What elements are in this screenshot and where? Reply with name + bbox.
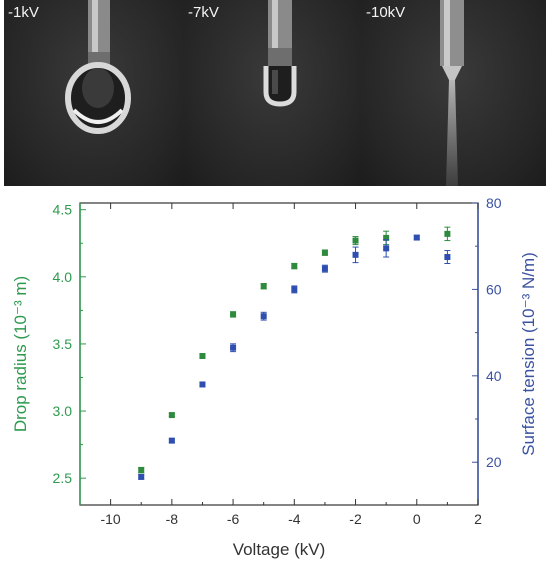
photo-panel-7kv: -7kV xyxy=(184,0,362,186)
left-y-axis-title: Drop radius (10⁻³ m) xyxy=(11,276,30,432)
axis-ticks: -10 -8 -6 -4 -2 0 2 2.5 3.0 3.5 4.0 4.5 20 40 60 80 xyxy=(53,195,502,527)
left-y-tick-label: 3.0 xyxy=(53,403,73,419)
drop-radius-point xyxy=(444,230,451,237)
right-y-tick-label: 20 xyxy=(486,454,502,470)
surface-tension-point xyxy=(352,251,359,258)
drop-radius-point xyxy=(352,237,359,244)
photo-label-7kv: -7kV xyxy=(188,4,219,21)
left-y-tick-label: 2.5 xyxy=(53,470,73,486)
drop-radius-point xyxy=(321,249,328,256)
x-tick-label: -6 xyxy=(227,511,240,527)
x-tick-label: -10 xyxy=(100,511,120,527)
photo-panel-10kv: -10kV xyxy=(362,0,546,186)
left-y-tick-label: 3.5 xyxy=(53,336,73,352)
jet-image xyxy=(440,0,464,186)
drop-photo-strip: -1kV -7kV -10kV xyxy=(4,0,546,186)
surface-tension-point xyxy=(138,473,145,480)
photo-label-10kv: -10kV xyxy=(366,4,406,21)
elongated-drop-image xyxy=(263,0,297,107)
drop-radius-point xyxy=(199,353,206,360)
plot-frame xyxy=(79,202,479,506)
surface-tension-point xyxy=(168,437,175,444)
right-y-axis-title: Surface tension (10⁻³ N/m) xyxy=(519,252,538,456)
x-tick-label: -8 xyxy=(166,511,179,527)
surface-tension-point xyxy=(291,286,298,293)
plot-area-border xyxy=(79,202,479,506)
drop-radius-point xyxy=(260,283,267,290)
right-y-tick-label: 40 xyxy=(486,368,502,384)
drop-radius-point xyxy=(383,234,390,241)
drop-radius-point xyxy=(138,467,145,474)
drop-radius-point xyxy=(230,311,237,318)
radius-tension-chart: -10 -8 -6 -4 -2 0 2 2.5 3.0 3.5 4.0 4.5 20 40 60 80 Vol… xyxy=(11,195,538,559)
drop-radius-point xyxy=(168,412,175,419)
surface-tension-point xyxy=(413,234,420,241)
surface-tension-point xyxy=(321,265,328,272)
x-tick-label: -2 xyxy=(349,511,362,527)
right-y-tick-label: 60 xyxy=(486,281,502,297)
surface-tension-point xyxy=(383,245,390,252)
surface-tension-point xyxy=(230,344,237,351)
data-marks xyxy=(138,226,451,480)
photo-label-1kv: -1kV xyxy=(8,4,39,21)
left-y-tick-label: 4.5 xyxy=(53,202,73,218)
x-tick-label: -4 xyxy=(288,511,301,527)
photo-panel-1kv: -1kV xyxy=(4,0,184,186)
pendant-drop-image xyxy=(65,0,131,134)
x-axis-title: Voltage (kV) xyxy=(233,540,326,559)
x-tick-label: 2 xyxy=(474,511,482,527)
left-y-tick-label: 4.0 xyxy=(53,269,73,285)
x-tick-label: 0 xyxy=(413,511,421,527)
surface-tension-point xyxy=(199,381,206,388)
surface-tension-point xyxy=(444,254,451,261)
surface-tension-point xyxy=(260,313,267,320)
right-y-tick-label: 80 xyxy=(486,195,502,211)
drop-radius-point xyxy=(291,263,298,270)
